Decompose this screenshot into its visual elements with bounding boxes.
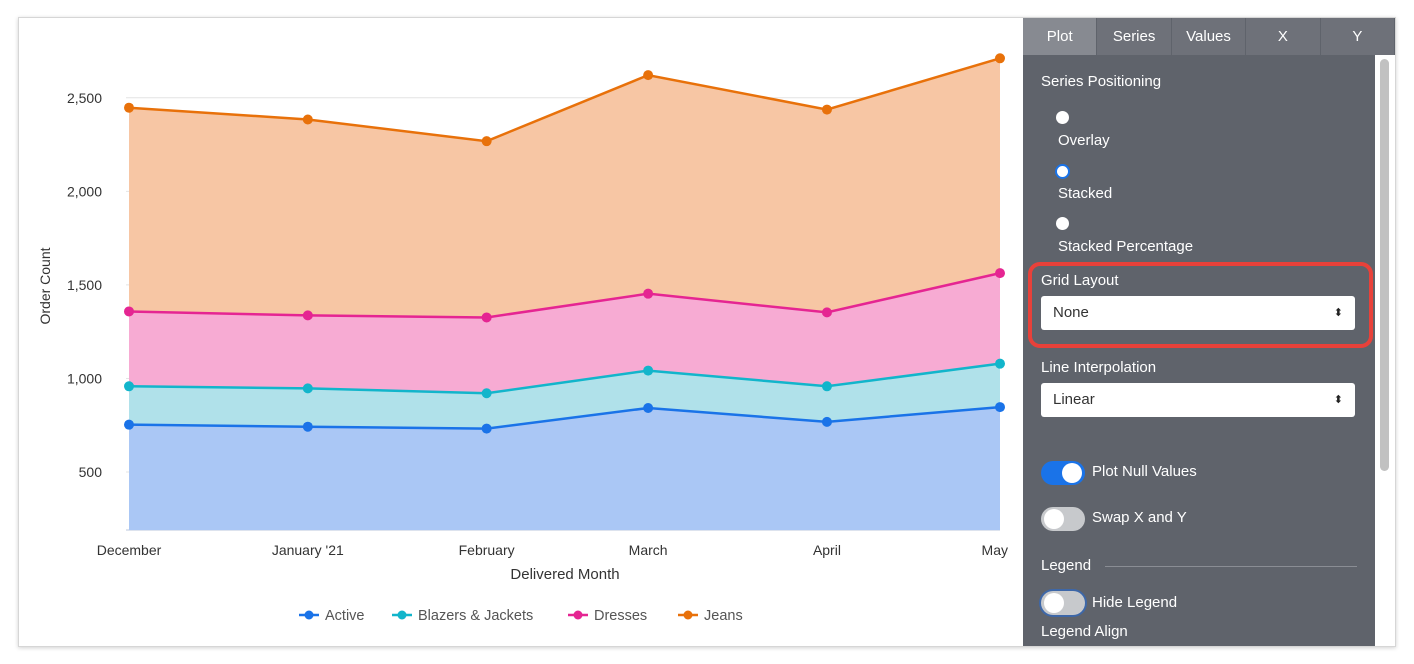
hide-legend-label: Hide Legend bbox=[1092, 594, 1178, 611]
radio-stacked[interactable] bbox=[1055, 164, 1070, 179]
series-line bbox=[128, 405, 1001, 430]
data-point[interactable] bbox=[643, 70, 654, 81]
data-point[interactable] bbox=[481, 312, 492, 323]
plot-null-values-label: Plot Null Values bbox=[1092, 463, 1197, 480]
y-axis-label: Order Count bbox=[37, 247, 53, 324]
data-point[interactable] bbox=[302, 310, 313, 321]
legend-section-label: Legend bbox=[1041, 557, 1092, 574]
data-point[interactable] bbox=[995, 53, 1005, 64]
legend-item[interactable]: Dresses bbox=[568, 608, 647, 624]
legend-marker-icon bbox=[304, 610, 314, 620]
data-point[interactable] bbox=[643, 365, 654, 376]
area-blazers-jackets bbox=[129, 363, 1000, 429]
y-tick-label: 500 bbox=[79, 464, 103, 480]
legend-label: Active bbox=[325, 608, 365, 624]
area-active bbox=[129, 407, 1000, 530]
data-point[interactable] bbox=[995, 402, 1005, 413]
grid-layout-select[interactable]: None ⬍ bbox=[1041, 296, 1355, 330]
plot-null-values-toggle[interactable] bbox=[1041, 461, 1085, 485]
section-divider bbox=[1105, 566, 1357, 567]
line-interpolation-value: Linear bbox=[1053, 391, 1095, 408]
series-line bbox=[128, 362, 1001, 395]
data-point[interactable] bbox=[302, 421, 313, 432]
data-point[interactable] bbox=[302, 114, 313, 125]
data-point[interactable] bbox=[643, 288, 654, 299]
grid-layout-label: Grid Layout bbox=[1041, 272, 1119, 289]
legend-label: Jeans bbox=[704, 608, 743, 624]
line-interpolation-label: Line Interpolation bbox=[1041, 359, 1157, 376]
radio-overlay[interactable] bbox=[1056, 111, 1069, 124]
legend: Active Blazers & Jackets Dresses Jeans bbox=[299, 608, 743, 624]
data-point[interactable] bbox=[821, 104, 832, 115]
x-tick-label: May bbox=[982, 542, 1008, 558]
legend-align-label: Legend Align bbox=[1041, 623, 1128, 640]
tab-series[interactable]: Series bbox=[1097, 18, 1172, 55]
legend-item[interactable]: Active bbox=[299, 608, 365, 624]
legend-item[interactable]: Jeans bbox=[678, 608, 743, 624]
select-arrows-icon: ⬍ bbox=[1333, 394, 1343, 406]
toggle-knob bbox=[1044, 509, 1064, 529]
data-point[interactable] bbox=[124, 419, 134, 430]
toggle-knob bbox=[1062, 463, 1082, 483]
legend-marker-icon bbox=[683, 610, 693, 620]
scrollbar-thumb[interactable] bbox=[1380, 59, 1389, 471]
stacked-area-chart: 500 1,000 1,500 2,000 2,500 December January … bbox=[37, 53, 1008, 624]
highlight-box bbox=[1028, 262, 1373, 348]
tab-x[interactable]: X bbox=[1246, 18, 1321, 55]
x-tick-label: April bbox=[813, 542, 841, 558]
data-point[interactable] bbox=[124, 102, 134, 113]
x-tick-label: February bbox=[459, 542, 515, 558]
data-point[interactable] bbox=[821, 307, 832, 318]
select-arrows-icon: ⬍ bbox=[1333, 307, 1343, 319]
data-point[interactable] bbox=[821, 416, 832, 427]
radio-stacked-percentage[interactable] bbox=[1056, 217, 1069, 230]
x-tick-label: December bbox=[97, 542, 162, 558]
legend-marker-icon bbox=[573, 610, 583, 620]
grid-layout-value: None bbox=[1053, 304, 1089, 321]
legend-item[interactable]: Blazers & Jackets bbox=[392, 608, 533, 624]
panel-scrollbar[interactable] bbox=[1375, 55, 1395, 646]
radio-overlay-label: Overlay bbox=[1058, 132, 1110, 149]
legend-label: Dresses bbox=[594, 608, 647, 624]
data-point[interactable] bbox=[124, 381, 134, 392]
settings-panel: Plot Series Values X Y Series Positionin… bbox=[1023, 18, 1395, 646]
tab-y[interactable]: Y bbox=[1321, 18, 1395, 55]
data-point[interactable] bbox=[302, 383, 313, 394]
visualization-editor: 500 1,000 1,500 2,000 2,500 December January … bbox=[18, 17, 1396, 647]
area-dresses bbox=[129, 273, 1000, 394]
data-point[interactable] bbox=[481, 423, 492, 434]
tab-values[interactable]: Values bbox=[1172, 18, 1247, 55]
data-point[interactable] bbox=[995, 358, 1005, 369]
swap-xy-label: Swap X and Y bbox=[1092, 509, 1187, 526]
data-point[interactable] bbox=[821, 381, 832, 392]
series-positioning-label: Series Positioning bbox=[1041, 73, 1162, 90]
legend-label: Blazers & Jackets bbox=[418, 608, 533, 624]
panel-tabs: Plot Series Values X Y bbox=[1023, 18, 1395, 55]
hide-legend-toggle[interactable] bbox=[1041, 591, 1085, 615]
data-point[interactable] bbox=[481, 388, 492, 399]
series-line bbox=[128, 271, 1001, 319]
y-tick-label: 1,000 bbox=[67, 370, 102, 386]
radio-stacked-percentage-label: Stacked Percentage bbox=[1058, 238, 1194, 255]
tab-plot[interactable]: Plot bbox=[1023, 18, 1098, 55]
toggle-knob bbox=[1044, 593, 1064, 613]
legend-marker-icon bbox=[397, 610, 407, 620]
x-tick-label: March bbox=[629, 542, 668, 558]
line-interpolation-select[interactable]: Linear ⬍ bbox=[1041, 383, 1355, 417]
area-jeans bbox=[129, 58, 1000, 318]
y-tick-label: 1,500 bbox=[67, 277, 102, 293]
data-point[interactable] bbox=[995, 268, 1005, 279]
series-line bbox=[128, 57, 1001, 143]
y-tick-label: 2,500 bbox=[67, 90, 102, 106]
y-tick-label: 2,000 bbox=[67, 183, 102, 199]
swap-xy-toggle[interactable] bbox=[1041, 507, 1085, 531]
data-point[interactable] bbox=[643, 403, 654, 414]
x-tick-label: January '21 bbox=[272, 542, 344, 558]
data-point[interactable] bbox=[481, 136, 492, 147]
data-point[interactable] bbox=[124, 306, 134, 317]
radio-stacked-label: Stacked bbox=[1058, 185, 1113, 202]
x-axis-label: Delivered Month bbox=[510, 566, 619, 583]
